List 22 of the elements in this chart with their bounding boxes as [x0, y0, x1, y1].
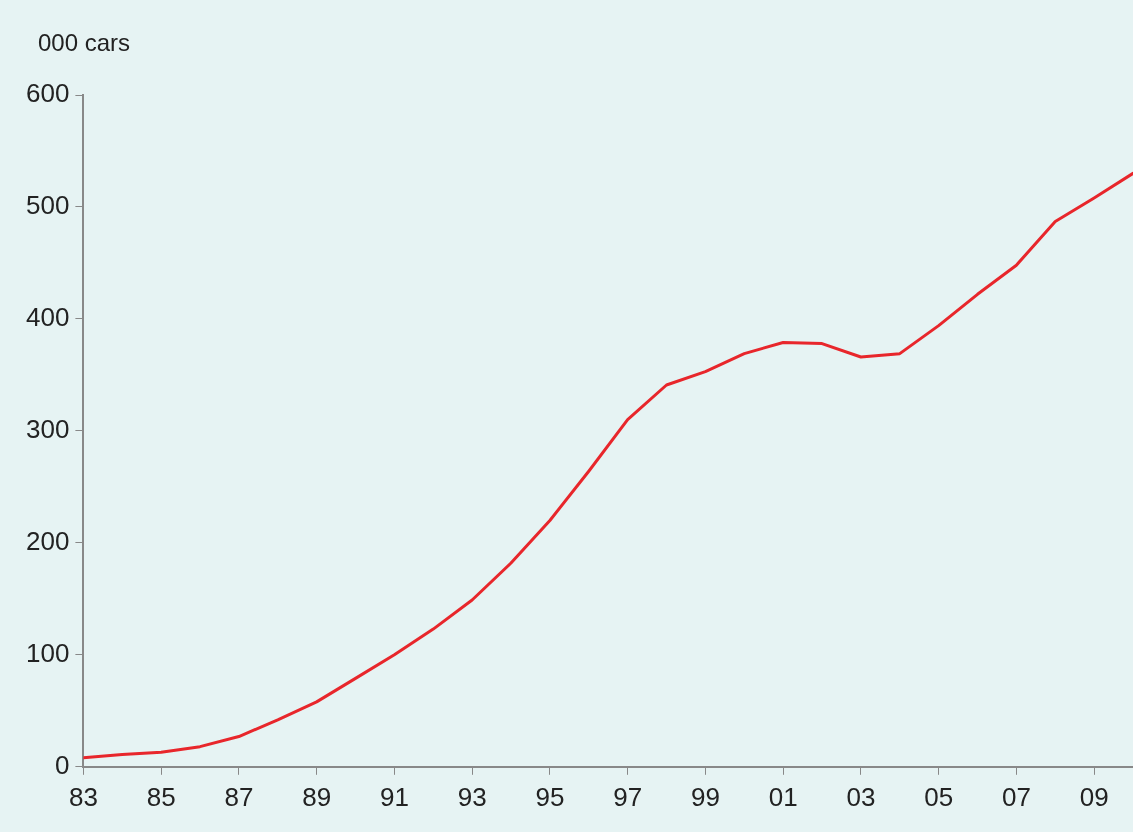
x-tick-label: 99 [690, 781, 720, 812]
x-tick-label: 05 [924, 781, 954, 812]
x-tick-label: 01 [768, 781, 798, 812]
x-tick-label: 03 [846, 781, 876, 812]
y-tick-label: 500 [25, 190, 70, 221]
y-tick-label: 100 [25, 638, 70, 669]
x-tick-label: 91 [379, 781, 409, 812]
y-tick-label: 300 [25, 414, 70, 445]
y-axis-title: 000 cars [38, 28, 131, 56]
x-tick-label: 83 [68, 781, 98, 812]
y-tick-label: 600 [25, 78, 70, 109]
x-tick-label: 95 [535, 781, 565, 812]
x-tick-label: 85 [146, 781, 176, 812]
x-tick-label: 87 [224, 781, 254, 812]
x-tick-label: 89 [302, 781, 332, 812]
y-tick-label: 200 [25, 526, 70, 557]
y-tick-label: 400 [25, 302, 70, 333]
x-tick-label: 07 [1001, 781, 1031, 812]
x-tick-label: 93 [457, 781, 487, 812]
y-tick-label: 0 [54, 749, 70, 780]
x-tick-label: 97 [613, 781, 643, 812]
x-tick-label: 09 [1079, 781, 1109, 812]
